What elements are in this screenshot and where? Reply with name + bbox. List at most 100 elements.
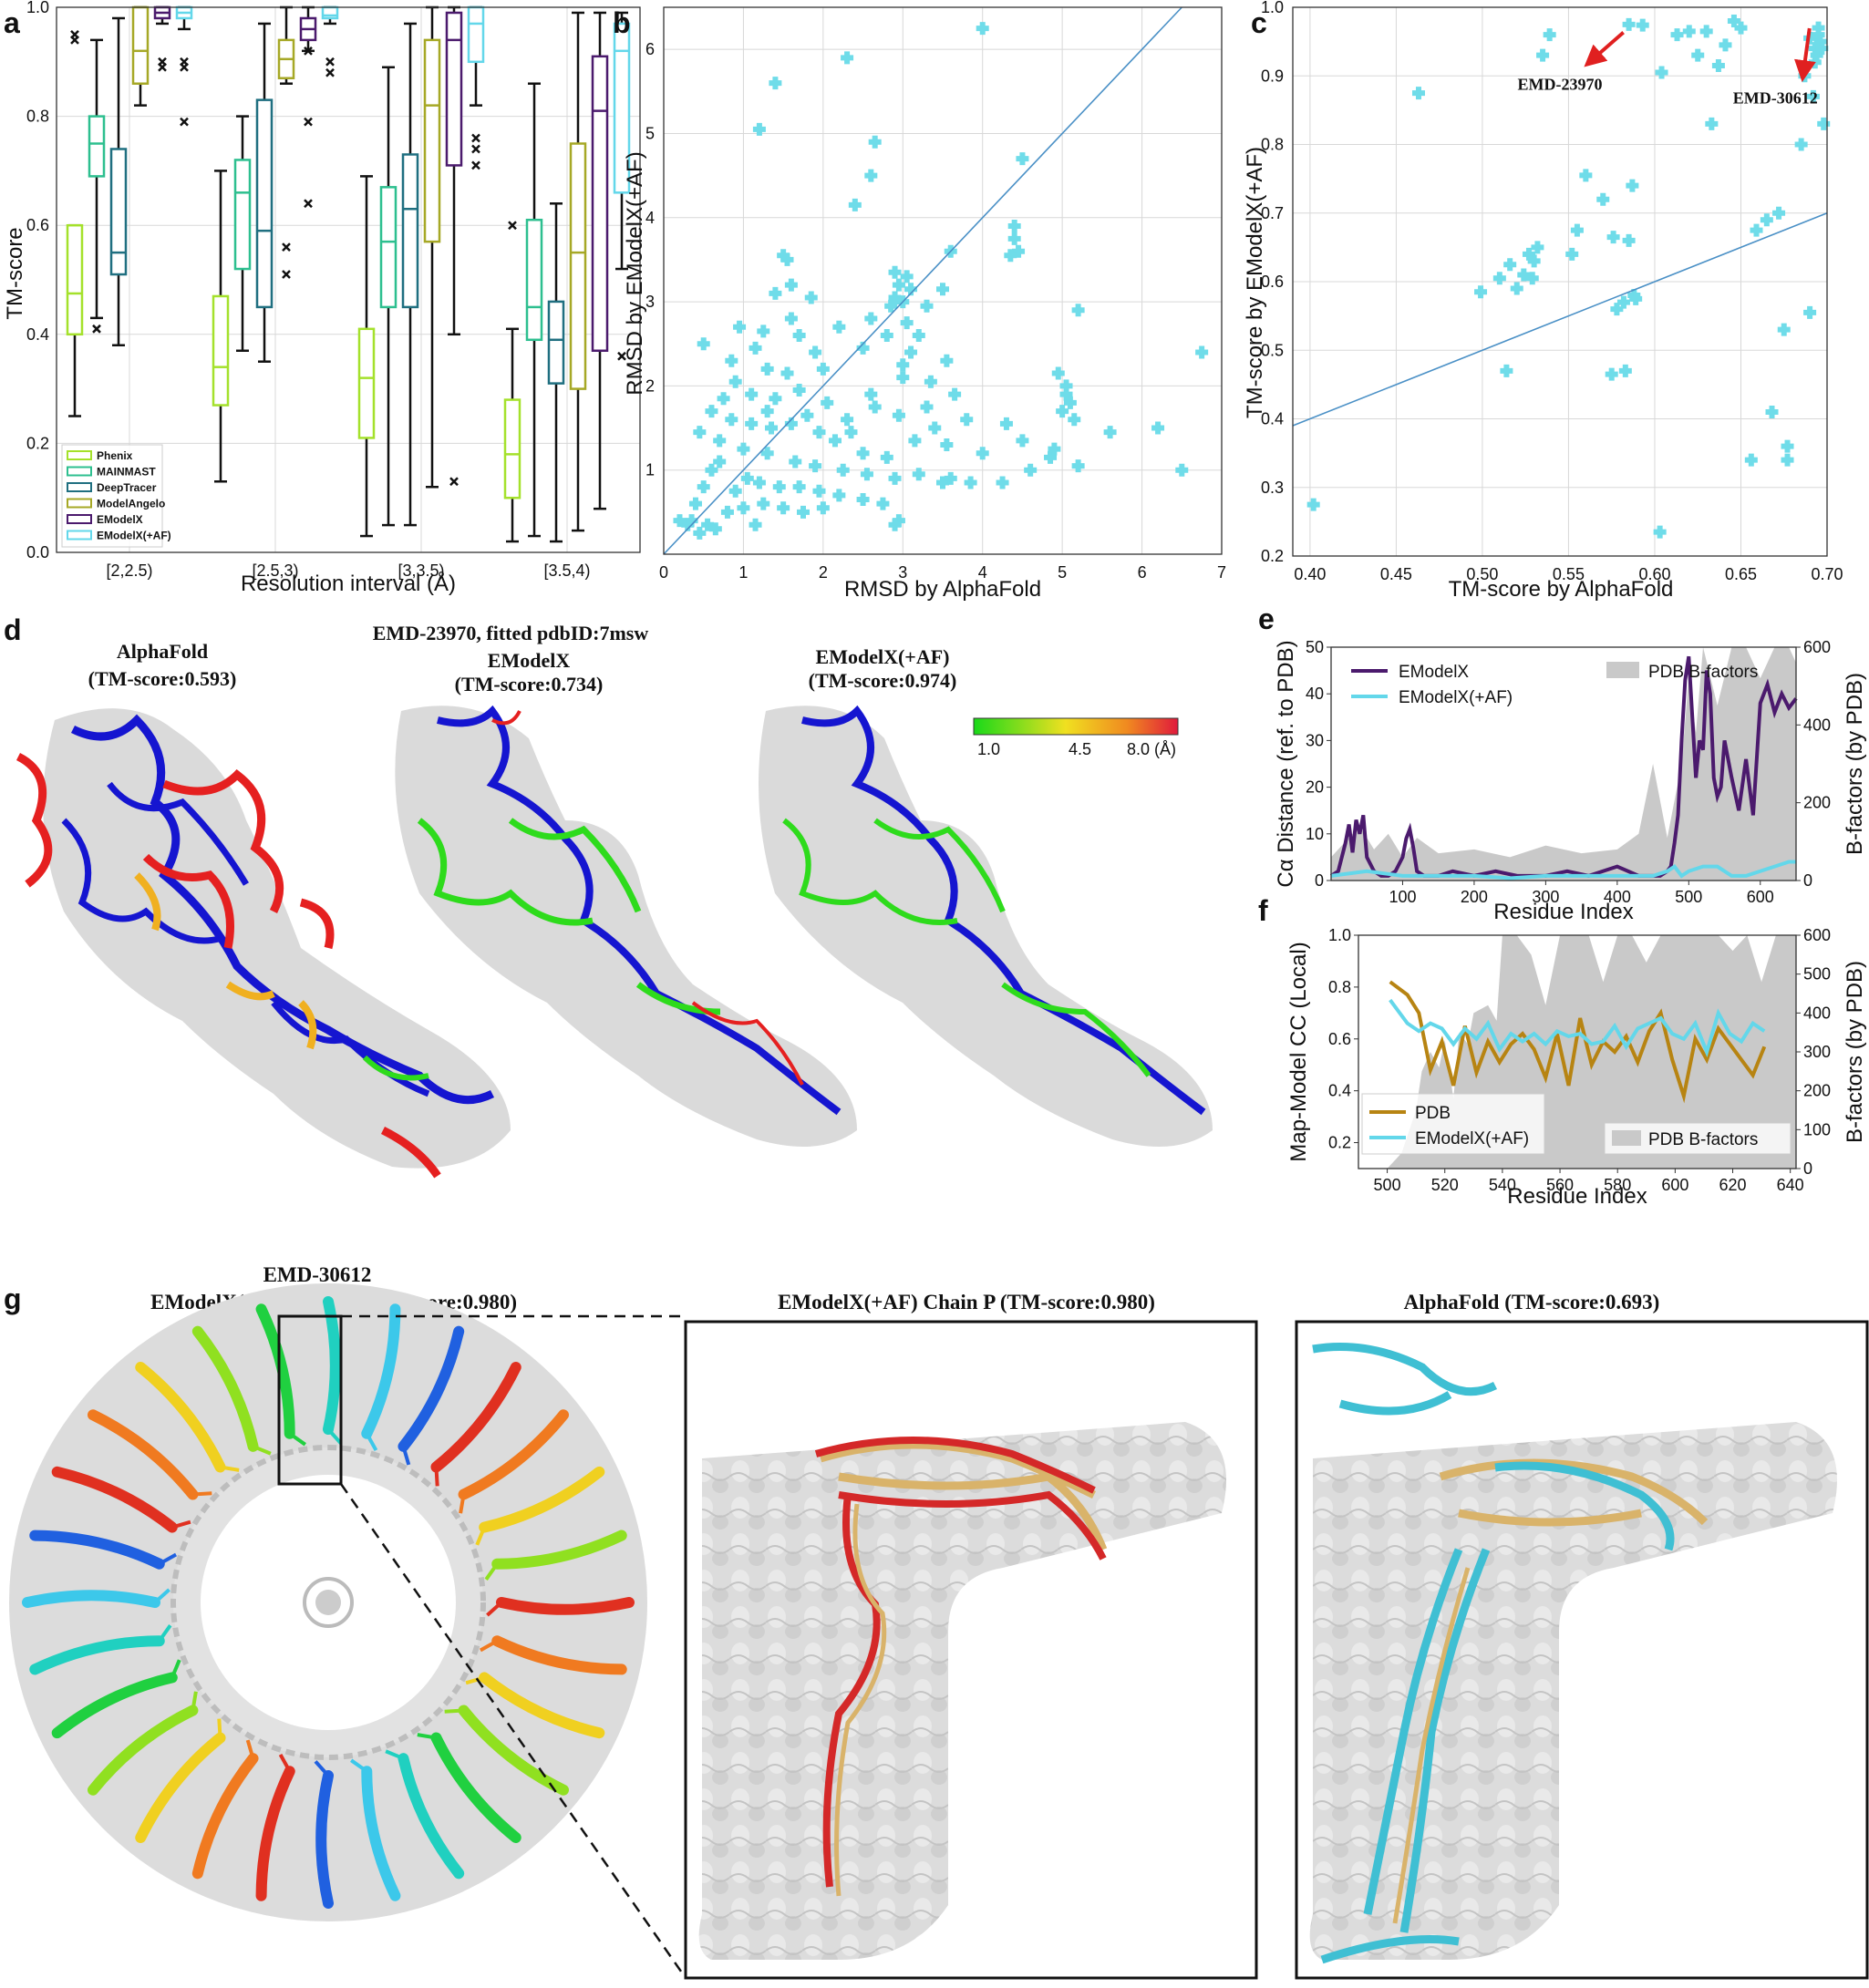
e-x-ticks: 100 200 300 400 500 600 — [1389, 881, 1774, 906]
c-point — [1711, 58, 1725, 72]
g-ring-linker — [385, 1749, 405, 1761]
d-colorbar-gradient — [973, 717, 1179, 736]
c-point — [1655, 66, 1668, 79]
b-point — [888, 265, 902, 279]
c-y-ticks: 0.2 0.3 0.4 0.5 0.6 0.7 0.8 0.9 1.0 — [1261, 0, 1284, 565]
c-x-tick-label: 0.50 — [1466, 565, 1498, 583]
b-point — [809, 345, 822, 359]
f-y2-tick-label: 0 — [1803, 1159, 1812, 1178]
e-x-tick-label: 500 — [1675, 888, 1702, 906]
a-box-phenix — [503, 221, 521, 543]
c-x-tick-label: 0.40 — [1294, 565, 1326, 583]
panel-letter-d: d — [4, 613, 22, 646]
b-point — [888, 518, 902, 531]
c-point — [1772, 206, 1786, 220]
a-box-emodelx — [591, 11, 609, 510]
b-y-tick-label: 2 — [645, 376, 655, 395]
e-x-tick-label: 600 — [1747, 888, 1774, 906]
d-alphafold-yellow-trace — [134, 872, 317, 1050]
b-point — [745, 387, 759, 401]
g-ring-linker — [217, 1718, 222, 1738]
c-point — [1411, 87, 1425, 100]
a-y-tick-label: 1.0 — [26, 0, 49, 16]
c-point — [1777, 323, 1791, 336]
f-x-tick-label: 560 — [1546, 1176, 1574, 1194]
b-point — [708, 522, 722, 536]
a-box-body — [525, 218, 543, 342]
b-point — [812, 484, 826, 498]
f-x-tick-label: 580 — [1604, 1176, 1631, 1194]
c-point — [1682, 25, 1696, 38]
a-box-emodelx — [299, 5, 317, 209]
b-point — [757, 497, 770, 510]
b-point — [999, 417, 1013, 430]
g-ring-subunit — [398, 1325, 465, 1452]
a-box-modelangelo — [277, 5, 295, 279]
f-y-ticks: 0.2 0.4 0.6 0.8 1.0 — [1328, 926, 1358, 1152]
b-point — [772, 480, 786, 494]
b-point — [920, 299, 934, 313]
c-point — [1618, 364, 1632, 377]
c-x-ticks: 0.40 0.45 0.50 0.55 0.60 0.65 0.70 — [1294, 565, 1843, 583]
a-flier — [180, 62, 189, 72]
g-ring-subunit — [29, 1530, 165, 1570]
b-point — [673, 514, 687, 528]
b-point — [892, 278, 905, 292]
c-point — [1636, 18, 1649, 32]
a-flier — [449, 477, 459, 487]
b-point — [836, 463, 850, 477]
g-ring-subunit — [87, 1409, 199, 1500]
a-box-emodelx — [153, 5, 171, 72]
c-y-tick-label: 0.5 — [1261, 341, 1284, 359]
f-x-axis-title: Residue Index — [1507, 1184, 1647, 1209]
a-box-body — [88, 115, 106, 178]
e-y2-tick-label: 400 — [1803, 716, 1831, 734]
b-point — [720, 505, 734, 519]
d-emodelx-af-structure — [759, 705, 1213, 1147]
b-point — [784, 312, 798, 325]
a-flier — [617, 351, 626, 361]
a-x-axis-title: Resolution interval (Å) — [241, 571, 456, 596]
b-point — [769, 77, 782, 90]
e-x-tick-label: 200 — [1461, 888, 1488, 906]
f-x-tick-label: 620 — [1719, 1176, 1747, 1194]
b-point — [1103, 426, 1117, 439]
d-emodelx-structure — [395, 705, 857, 1147]
a-box-body — [233, 159, 252, 271]
a-flier — [304, 46, 313, 56]
g-ring-linker — [475, 1526, 487, 1546]
d-emodelx-af-green-trace — [782, 818, 1151, 1077]
d-emodelx-green-trace — [417, 818, 721, 1015]
b-point — [996, 476, 1009, 489]
b-y-tick-label: 3 — [645, 293, 655, 311]
e-y2-axis-title: B-factors (by PDB) — [1843, 673, 1867, 855]
e-legend-label: EModelX(+AF) — [1399, 688, 1513, 707]
b-plot-frame — [663, 6, 1223, 555]
c-point — [1803, 305, 1817, 319]
b-point — [792, 384, 806, 397]
b-point — [884, 299, 898, 313]
f-y2-tick-label: 100 — [1803, 1120, 1831, 1138]
b-point — [964, 476, 977, 489]
b-point — [1195, 345, 1209, 359]
g-ring-linker — [486, 1601, 503, 1617]
d-alphafold-red-trace — [15, 752, 441, 1179]
c-point — [1734, 21, 1748, 35]
f-y-tick-label: 0.6 — [1328, 1030, 1351, 1048]
c-point — [1579, 169, 1593, 182]
c-x-tick-label: 0.65 — [1725, 565, 1757, 583]
f-y2-tick-label: 300 — [1803, 1043, 1831, 1061]
panel-g-structures: g EMD-30612 EModelX(+AF) (TM-score:0.980… — [4, 1263, 1869, 1980]
a-box-body — [445, 11, 463, 167]
c-point — [1781, 439, 1794, 453]
a-flier — [304, 199, 313, 209]
b-y-ticks: 1 2 3 4 5 6 — [645, 40, 655, 479]
d-colorbar-mid: 4.5 — [1069, 740, 1091, 758]
b-point — [1071, 304, 1085, 317]
b-point — [908, 434, 922, 448]
c-point — [1760, 213, 1773, 227]
c-point — [1306, 498, 1320, 511]
c-points — [1306, 15, 1831, 539]
a-x-ticks: [2,2.5) [2.5,3) [3,3.5) [3.5,4) — [106, 561, 590, 580]
b-point — [960, 413, 974, 427]
